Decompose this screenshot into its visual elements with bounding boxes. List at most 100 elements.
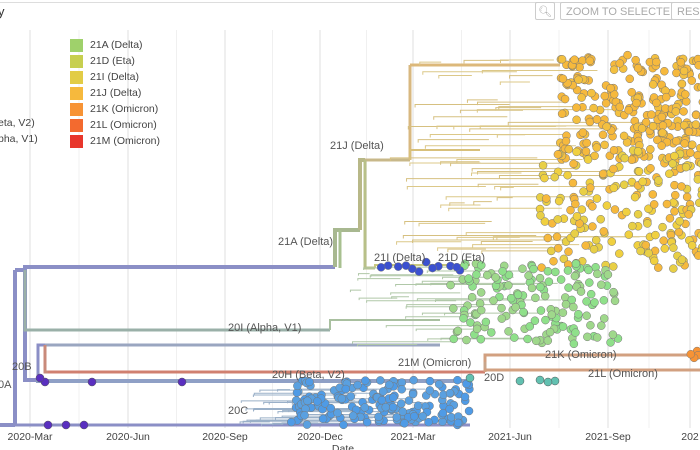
tip-21I [686, 148, 695, 157]
tree-branch [23, 270, 330, 332]
tip-21I [648, 190, 658, 199]
tip-20I [536, 282, 545, 292]
tip-20I [504, 327, 513, 336]
tip-20I [489, 296, 498, 305]
tip-21I [697, 231, 700, 240]
tip-20C [287, 417, 296, 427]
tip-21I [677, 255, 687, 264]
tip-20C [303, 396, 312, 406]
tip-21I [641, 240, 651, 250]
tree-branch [272, 422, 372, 426]
tip-21J [557, 55, 567, 64]
legend-item[interactable]: 21M (Omicron) [70, 133, 160, 149]
tip-21I [602, 201, 612, 210]
tree-branch [476, 109, 620, 113]
clade-label-21A: 21A (Delta) [278, 236, 333, 248]
tip-20C [453, 375, 462, 385]
tip-21J [631, 55, 640, 65]
tip-21J [697, 83, 700, 92]
tip-20C [381, 402, 391, 412]
tree-branch [437, 247, 554, 251]
tree-branch [448, 207, 562, 212]
tip-20I [603, 270, 613, 279]
tip-20I [556, 275, 566, 284]
tip-20C [346, 392, 356, 401]
tip-20I [527, 283, 537, 293]
tip-21K [686, 349, 696, 359]
legend-label: 21D (Eta) [90, 55, 135, 67]
tip-20C [333, 408, 342, 418]
tip-20C [389, 393, 398, 402]
tip-21I [654, 176, 663, 185]
tip-21A [452, 262, 462, 272]
tip-21J [585, 117, 595, 127]
tip-21J [609, 65, 619, 75]
tree-branch [390, 292, 461, 295]
tip-21I [607, 237, 617, 246]
tip-21I [653, 263, 663, 272]
zoom-to-selected-button[interactable]: ZOOM TO SELECTED [560, 2, 685, 20]
legend-label: 21I (Delta) [90, 71, 140, 83]
tip-21I [554, 196, 564, 206]
tip-21J [589, 103, 598, 113]
tree-branch [507, 121, 668, 126]
tip-20C [396, 399, 406, 408]
tree-branch [357, 344, 418, 347]
legend-item[interactable]: 21I (Delta) [70, 69, 160, 85]
tip-21I [619, 180, 629, 190]
tree-branch [405, 316, 474, 319]
legend-item[interactable]: 21K (Omicron) [70, 101, 160, 117]
tree-branch [395, 283, 525, 287]
tip-20D [543, 377, 553, 387]
tip-20C [409, 412, 419, 421]
tip-20C [293, 381, 302, 391]
tip-20A [35, 373, 45, 383]
tree-branch [404, 220, 492, 225]
tree-branch [465, 232, 572, 236]
tip-21J [696, 143, 700, 153]
tree-branch [499, 81, 530, 86]
zoom-out-button[interactable]: 🔍︎ [535, 2, 555, 20]
tip-20C [397, 385, 407, 394]
tip-20I [540, 291, 550, 301]
tip-20I [571, 328, 580, 337]
tip-21I [553, 215, 562, 224]
tip-20C [418, 412, 427, 421]
tip-21J [671, 136, 681, 146]
axis-tick-label: 2021-Jun [488, 431, 532, 443]
tip-21I [649, 200, 659, 209]
clade-label-20A: 0A [0, 379, 12, 391]
tip-21J [679, 107, 688, 116]
clade-label-21J: 21J (Delta) [330, 140, 384, 152]
tip-20I [593, 269, 602, 279]
reset-layout-button[interactable]: RESE [671, 2, 700, 20]
legend-item[interactable]: 21D (Eta) [70, 53, 160, 69]
tree-branch [422, 71, 517, 75]
legend-item[interactable]: 21A (Delta) [70, 37, 160, 53]
tip-20I [586, 321, 595, 330]
tip-21I [633, 209, 643, 219]
tip-20C [318, 414, 328, 424]
tip-20I [449, 334, 458, 344]
tip-21J [572, 103, 581, 112]
tree-branch [357, 278, 401, 281]
tip-20I [551, 267, 560, 277]
tip-20I [585, 278, 594, 287]
tree-branch [370, 274, 454, 277]
tip-21J [648, 121, 658, 131]
tip-21I [675, 216, 684, 226]
legend-item[interactable]: 21J (Delta) [70, 85, 160, 101]
tree-branch [500, 186, 514, 191]
tip-21I [620, 153, 630, 163]
tip-21I [564, 247, 573, 256]
tip-21I [658, 222, 667, 232]
tip-21J [637, 124, 647, 133]
tip-20A [177, 377, 187, 387]
tip-20I [547, 310, 556, 319]
tree-branch [43, 345, 48, 374]
tip-21J [615, 59, 624, 68]
tip-21I [694, 251, 700, 260]
legend-item[interactable]: 21L (Omicron) [70, 117, 160, 133]
tip-20I [504, 270, 514, 280]
